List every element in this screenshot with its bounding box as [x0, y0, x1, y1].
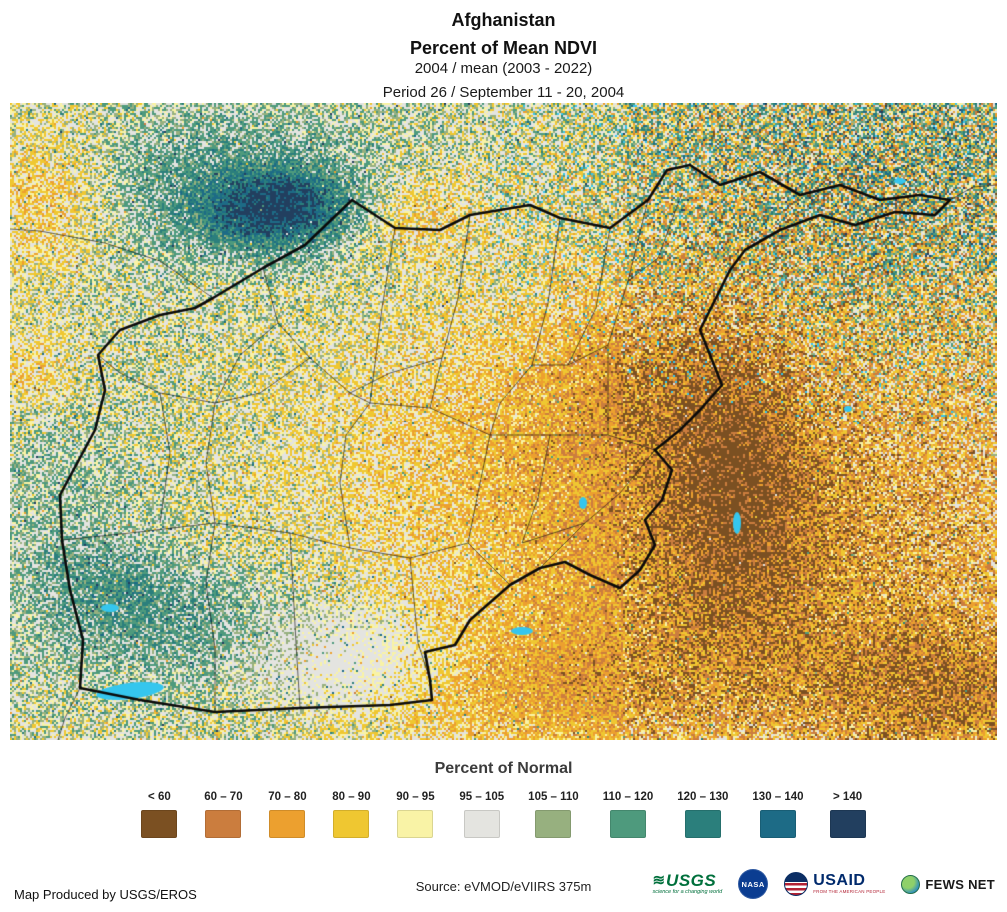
usgs-logo: ≋ USGS science for a changing world [652, 872, 722, 896]
legend-class-label: 80 – 90 [332, 791, 371, 803]
usgs-wave-icon: ≋ [652, 872, 666, 890]
legend-item: 90 – 95 [395, 791, 435, 838]
legend-class-swatch [463, 810, 500, 838]
legend-item: 95 – 105 [459, 791, 504, 838]
legend-class-label: > 140 [833, 791, 863, 803]
legend-row: < 60 60 – 70 70 – 80 80 – 90 90 – 95 95 – 105… [0, 791, 1007, 838]
legend-class-label: 110 – 120 [602, 791, 654, 803]
ratio-subtitle: 2004 / mean (2003 - 2022) [414, 60, 593, 77]
legend-class-swatch [759, 810, 796, 838]
legend-class-swatch [333, 810, 370, 838]
legend-class-label: 120 – 130 [677, 791, 729, 803]
usaid-logo-text: USAID [813, 872, 866, 890]
period-subtitle: Period 26 / September 11 - 20, 2004 [382, 84, 625, 101]
legend-class-swatch [141, 810, 178, 838]
fewsnet-logo: FEWS NET [901, 874, 995, 894]
fewsnet-globe-icon [901, 874, 921, 894]
country-title: Afghanistan [451, 10, 556, 30]
usgs-tagline: science for a changing world [652, 889, 723, 896]
legend-class-swatch [535, 810, 572, 838]
legend-item: 120 – 130 [677, 791, 728, 838]
legend-class-label: 70 – 80 [268, 791, 307, 803]
legend-item: 130 – 140 [752, 791, 804, 838]
legend-class-swatch [829, 810, 866, 838]
legend-class-swatch [684, 810, 721, 838]
logo-strip: ≋ USGS science for a changing world NASA… [652, 862, 995, 906]
legend: Percent of Normal < 60 60 – 70 70 – 80 80 –… [0, 760, 1007, 838]
legend-item: > 140 [828, 791, 868, 838]
legend-class-label: 130 – 140 [752, 791, 804, 803]
legend-title: Percent of Normal [434, 760, 573, 777]
legend-class-label: 95 – 105 [459, 791, 505, 803]
usaid-seal-icon [784, 872, 809, 896]
legend-class-swatch [269, 810, 306, 838]
nasa-logo: NASA [738, 869, 769, 899]
source-text: Source: eVMOD/eVIIRS 375m [415, 879, 592, 894]
legend-item: 80 – 90 [331, 791, 371, 838]
legend-item: 60 – 70 [203, 791, 243, 838]
legend-item: < 60 [139, 791, 179, 838]
ndvi-map [10, 103, 997, 740]
nasa-meatball-icon: NASA [738, 869, 769, 899]
map-title: Percent of Mean NDVI [409, 38, 598, 58]
usaid-logo: USAID FROM THE AMERICAN PEOPLE [784, 872, 885, 896]
legend-class-swatch [609, 810, 646, 838]
map-header: Afghanistan Percent of Mean NDVI 2004 / … [0, 0, 1007, 101]
legend-class-swatch [397, 810, 434, 838]
legend-item: 70 – 80 [267, 791, 307, 838]
legend-class-label: < 60 [148, 791, 171, 803]
credit-text: Map Produced by USGS/EROS [14, 887, 197, 902]
legend-class-swatch [205, 810, 242, 838]
legend-item: 110 – 120 [602, 791, 654, 838]
nasa-logo-text: NASA [741, 879, 765, 889]
legend-item: 105 – 110 [528, 791, 579, 838]
usgs-logo-text: USGS [666, 871, 717, 891]
fewsnet-logo-text: FEWS NET [925, 876, 995, 892]
legend-class-label: 105 – 110 [528, 791, 579, 803]
legend-class-label: 60 – 70 [204, 791, 243, 803]
ndvi-map-canvas [10, 103, 997, 740]
usaid-tagline: FROM THE AMERICAN PEOPLE [813, 889, 886, 895]
legend-class-label: 90 – 95 [396, 791, 435, 803]
